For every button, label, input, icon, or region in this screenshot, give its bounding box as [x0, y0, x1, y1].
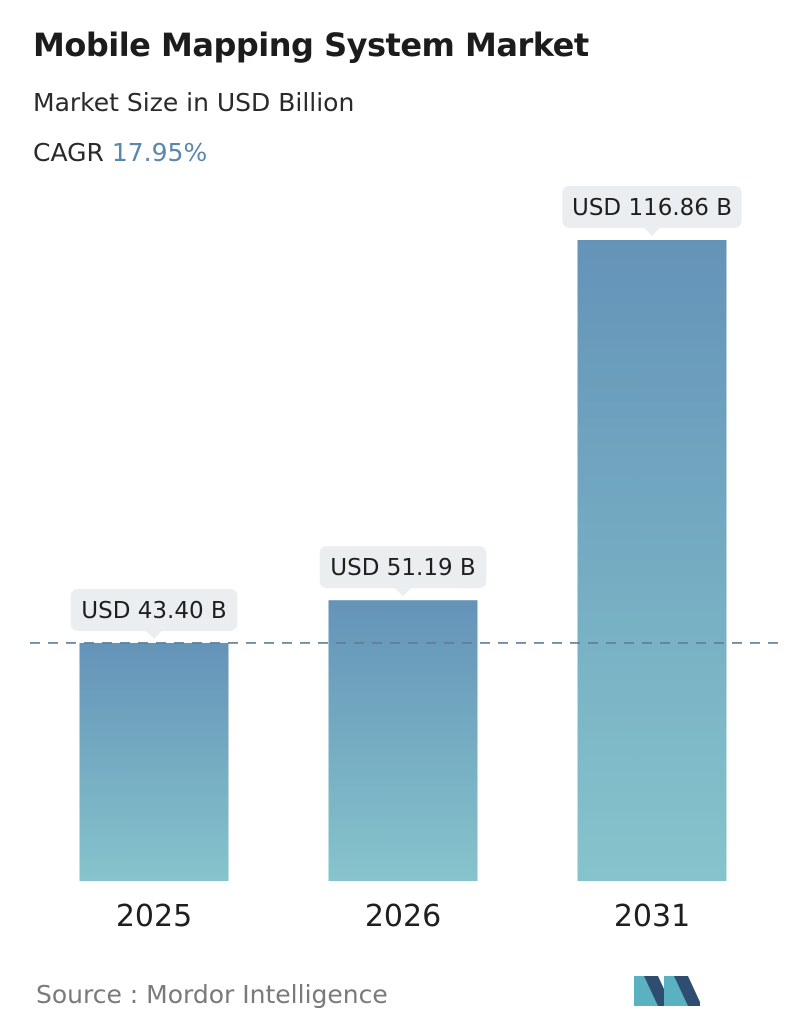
x-tick-label-2025: 2025 — [116, 899, 192, 934]
chart-title: Mobile Mapping System Market — [33, 26, 589, 64]
cagr-value: 17.95% — [111, 138, 208, 167]
chart-subtitle: Market Size in USD Billion — [33, 88, 355, 117]
value-label-box — [562, 186, 742, 228]
bar-2025 — [79, 642, 229, 881]
cagr-line: CAGR 17.95% — [33, 138, 207, 167]
value-label-box — [70, 588, 238, 631]
value-label-text: USD 51.19 B — [330, 555, 475, 581]
value-label-2031: USD 116.86 B — [562, 186, 742, 236]
bar-2031 — [577, 240, 727, 881]
bar-2026 — [328, 600, 478, 881]
cagr-label: CAGR — [33, 138, 104, 167]
value-label-2025: USD 43.40 B — [70, 588, 238, 639]
value-label-box — [319, 546, 487, 589]
value-label-text: USD 43.40 B — [81, 598, 226, 624]
value-label-pointer — [146, 630, 162, 639]
value-label-2026: USD 51.19 B — [319, 546, 487, 597]
x-tick-label-2031: 2031 — [614, 899, 690, 934]
source-text: Source : Mordor Intelligence — [36, 980, 388, 1009]
bar-chart: USD 43.40 B USD 51.19 B USD 116.86 B 2025 2… — [30, 186, 785, 934]
x-tick-label-2026: 2026 — [365, 899, 441, 934]
mordor-intelligence-logo-icon — [634, 976, 700, 1006]
value-label-pointer — [644, 228, 660, 236]
value-label-pointer — [395, 588, 411, 597]
value-label-text: USD 116.86 B — [572, 195, 732, 221]
